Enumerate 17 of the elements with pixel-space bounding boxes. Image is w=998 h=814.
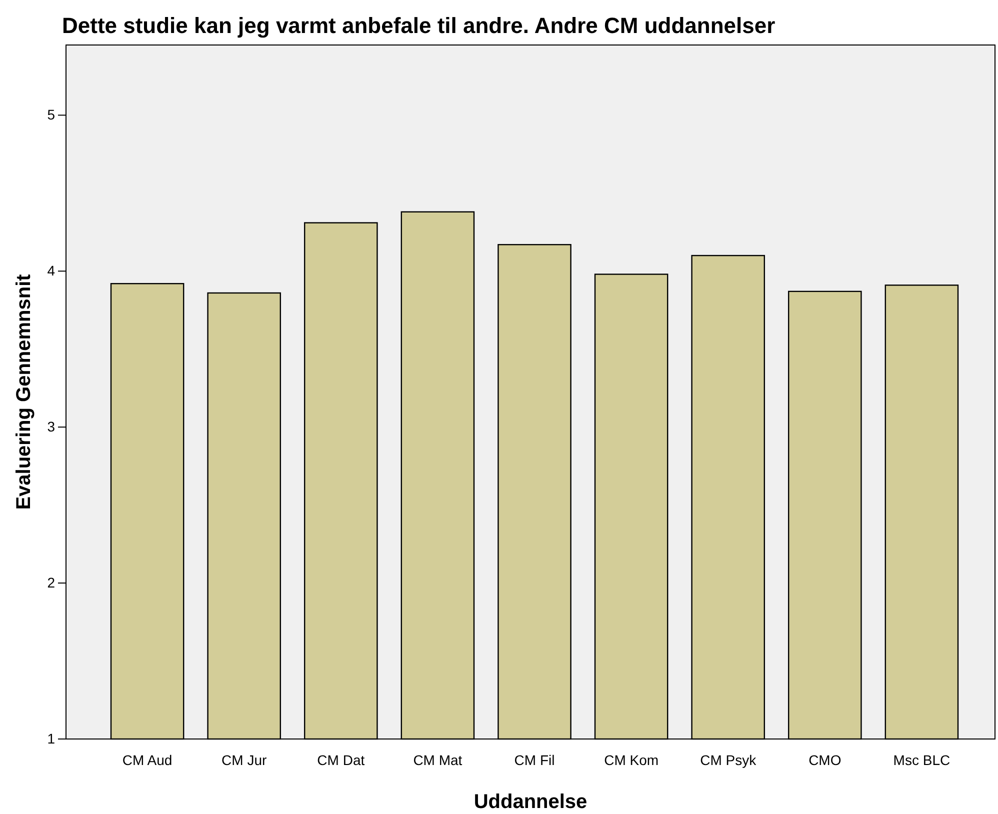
- x-tick-label: CM Aud: [122, 752, 172, 768]
- x-tick-label: CM Dat: [317, 752, 365, 768]
- x-tick-label: CM Jur: [222, 752, 267, 768]
- y-tick-label: 3: [47, 418, 56, 435]
- x-tick-label: CM Kom: [604, 752, 659, 768]
- x-axis-title: Uddannelse: [474, 791, 588, 813]
- x-tick-label: CM Psyk: [700, 752, 758, 768]
- x-tick-label: Msc BLC: [893, 752, 950, 768]
- y-tick-label: 2: [47, 574, 56, 591]
- x-tick-label: CMO: [808, 752, 842, 768]
- x-tick-label: CM Fil: [514, 752, 555, 768]
- y-axis-title: Evaluering Gennemnsnit: [13, 274, 35, 510]
- y-tick-label: 1: [47, 730, 56, 746]
- y-tick-label: 4: [47, 262, 56, 279]
- chart-title: Dette studie kan jeg varmt anbefale til andre. Andre CM uddannelser: [62, 13, 776, 38]
- y-tick-label: 5: [47, 106, 56, 123]
- x-tick-label: CM Mat: [413, 752, 462, 768]
